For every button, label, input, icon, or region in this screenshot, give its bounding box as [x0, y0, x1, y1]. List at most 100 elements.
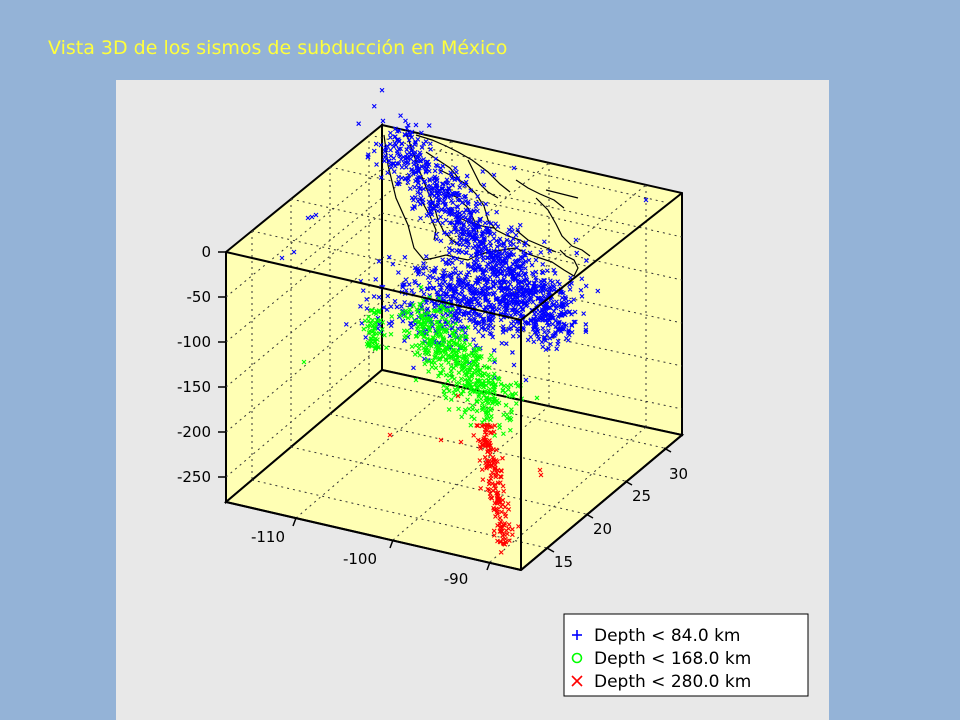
- data-point: [461, 312, 467, 318]
- data-point: [516, 289, 521, 294]
- data-point: [504, 415, 510, 421]
- data-point: [484, 464, 490, 470]
- data-point: [449, 239, 455, 245]
- data-point: [488, 430, 494, 435]
- legend-label-intermediate: Depth < 168.0 km: [594, 649, 751, 669]
- data-point: [484, 365, 490, 371]
- data-point: [424, 159, 430, 165]
- data-point: [396, 270, 401, 275]
- data-point: [438, 293, 443, 298]
- data-point: [480, 477, 486, 483]
- data-point: [468, 284, 473, 289]
- data-point: [396, 161, 402, 166]
- data-point: [499, 264, 504, 269]
- data-point: [448, 397, 454, 402]
- data-point: [480, 269, 486, 275]
- data-point: [449, 190, 455, 196]
- data-point: [522, 242, 527, 248]
- data-point: [442, 391, 448, 397]
- data-point: [394, 148, 400, 154]
- data-point: [493, 447, 499, 453]
- data-point: [421, 141, 427, 147]
- data-point: [421, 261, 426, 266]
- data-point: [463, 179, 469, 185]
- data-point: [418, 185, 423, 191]
- data-point: [484, 395, 490, 401]
- data-point: [505, 383, 511, 389]
- data-point: [414, 177, 420, 183]
- data-point: [583, 327, 589, 333]
- data-point: [543, 282, 549, 288]
- data-point: [437, 304, 442, 310]
- data-point: [437, 276, 442, 281]
- data-point: [454, 341, 460, 347]
- data-point: [514, 245, 520, 250]
- data-point: [458, 343, 464, 349]
- data-point: [643, 197, 649, 203]
- data-point: [450, 255, 456, 261]
- data-point: [540, 292, 546, 298]
- data-point: [415, 190, 421, 195]
- data-point: [500, 501, 506, 507]
- data-point: [433, 344, 439, 349]
- data-point: [578, 287, 584, 293]
- data-point: [431, 308, 437, 314]
- data-point: [376, 258, 382, 264]
- data-point: [511, 165, 517, 171]
- data-point: [305, 215, 311, 221]
- data-point: [414, 160, 419, 166]
- data-point: [539, 311, 544, 317]
- data-point: [432, 269, 438, 275]
- gridline: [392, 405, 550, 541]
- data-point: [468, 378, 474, 384]
- data-point: [481, 292, 486, 297]
- data-point: [470, 406, 476, 412]
- data-point: [523, 377, 529, 383]
- data-point: [474, 365, 480, 370]
- data-point: [445, 273, 451, 279]
- data-point: [440, 335, 446, 341]
- data-point: [444, 231, 450, 237]
- data-point: [507, 427, 513, 433]
- series-deep-points: [387, 393, 544, 555]
- data-point: [472, 280, 478, 286]
- data-point: [388, 147, 393, 153]
- data-point: [567, 286, 573, 292]
- data-point: [474, 399, 480, 405]
- gridline: [290, 446, 587, 515]
- data-point: [485, 326, 491, 332]
- data-point: [458, 180, 464, 186]
- data-point: [463, 198, 469, 204]
- data-point: [442, 272, 448, 278]
- data-point: [398, 146, 403, 152]
- data-point: [428, 316, 434, 322]
- data-point: [457, 354, 463, 360]
- data-point: [564, 302, 570, 308]
- data-point: [491, 528, 497, 534]
- data-point: [479, 467, 485, 473]
- data-point: [480, 400, 485, 406]
- data-point: [573, 237, 579, 243]
- data-point: [452, 376, 457, 382]
- data-point: [484, 264, 490, 270]
- data-point: [403, 277, 409, 283]
- data-point: [382, 158, 387, 164]
- data-point: [402, 254, 408, 260]
- data-point: [475, 265, 480, 270]
- data-point: [434, 181, 440, 187]
- data-point: [508, 225, 514, 230]
- data-point: [415, 271, 421, 277]
- data-point: [440, 181, 446, 187]
- data-point: [458, 230, 463, 236]
- data-point: [421, 334, 427, 340]
- data-point: [459, 226, 465, 231]
- data-point: [468, 422, 474, 428]
- tick-labels: 0 -50 -100 -150 -200 -250 -110 -100 -90 …: [177, 243, 688, 588]
- data-point: [430, 218, 436, 224]
- data-point: [388, 162, 393, 168]
- data-point: [371, 294, 377, 299]
- legend-label-deep: Depth < 280.0 km: [594, 672, 751, 692]
- data-point: [566, 329, 571, 334]
- data-point: [409, 129, 415, 135]
- data-point: [422, 350, 428, 356]
